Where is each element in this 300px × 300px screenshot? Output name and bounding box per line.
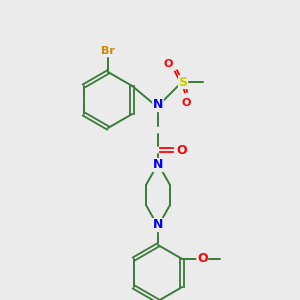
Text: N: N — [153, 218, 163, 232]
Text: O: O — [181, 98, 191, 108]
Text: S: S — [178, 76, 188, 88]
Text: O: O — [177, 143, 187, 157]
Text: N: N — [153, 98, 163, 112]
Text: Br: Br — [101, 46, 115, 56]
Text: O: O — [197, 253, 208, 266]
Text: O: O — [163, 59, 173, 69]
Text: N: N — [153, 158, 163, 172]
